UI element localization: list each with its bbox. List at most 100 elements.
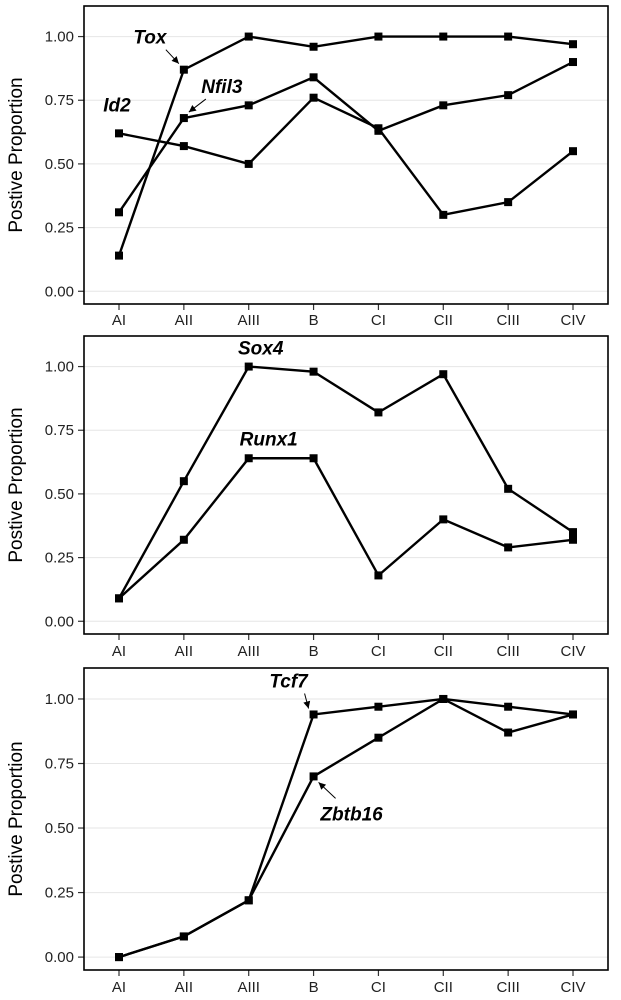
gene-label: Zbtb16 [319,804,383,825]
data-point [309,772,318,781]
plot-frame [83,335,609,635]
data-point [439,32,448,41]
arrow-head [188,105,197,113]
data-point [179,114,188,123]
series-line-runx1 [118,457,574,600]
data-point [244,454,253,463]
data-point [244,32,253,41]
data-point [115,251,123,260]
data-point [504,91,513,100]
y-tick-label: 0.75 [45,422,74,439]
chart-2-svg: 0.00 0.25 0.50 0.75 1.00 AI AII AIII B CI CII CIII C… [6,335,609,660]
x-tick-label: AII [175,979,193,996]
data-point [569,710,577,719]
x-tick-label: CIV [560,979,585,996]
x-tick-label: B [309,312,319,329]
plot-frame [83,5,609,305]
x-tick-label: CI [371,312,386,329]
x-tick-label: CII [434,979,453,996]
y-tick-label: 1.00 [45,359,74,376]
x-tick-label: CIII [496,312,519,329]
series-line-tox [117,35,574,257]
data-point [504,32,513,41]
x-tick-label: CIII [496,643,519,660]
data-point [569,147,577,156]
y-tick-label: 0.00 [45,949,74,966]
data-point [374,571,383,580]
y-tick-label: 0.25 [45,885,74,902]
x-tick-label: AI [112,979,126,996]
x-tick-label: B [309,979,319,996]
data-point [309,42,318,51]
x-tick-label: AI [112,643,126,660]
x-tick-label: AIII [237,979,260,996]
arrow-head [303,700,311,709]
y-tick-label: 0.50 [45,156,74,173]
data-point [179,535,188,544]
data-point [244,101,253,110]
data-point [309,367,318,376]
data-point [504,484,513,493]
data-point [504,728,513,737]
x-tick-label: CIV [560,312,585,329]
data-point [374,702,383,711]
data-point [244,159,253,168]
data-point [504,543,513,552]
x-tick-label: AI [112,312,126,329]
y-tick-label: 0.50 [45,820,74,837]
y-axis-label: Postive Proportion [6,407,27,562]
data-point [115,953,123,962]
gene-label: Runx1 [240,429,298,450]
x-tick-label: B [309,643,319,660]
x-tick-label: AII [175,312,193,329]
data-point [439,515,448,524]
series-line-id2 [118,96,574,217]
x-tick-label: CIV [560,643,585,660]
data-point [439,101,448,110]
data-point [374,124,383,133]
data-point [374,32,383,41]
data-point [309,93,318,102]
chart-panel-2: 0.00 0.25 0.50 0.75 1.00 AI AII AIII B CI CII CIII C… [0,332,621,664]
data-point [179,142,188,151]
data-point [244,362,253,371]
data-point [569,40,577,49]
data-point [244,896,253,905]
plot-frame [83,667,609,971]
x-tick-label: CII [434,312,453,329]
data-point [309,710,318,719]
data-point [439,210,448,219]
x-tick-label: CIII [496,979,519,996]
series-line-nfil3 [118,60,574,213]
data-point [115,594,123,603]
gene-label: Tcf7 [269,671,309,692]
gene-label: Nfil3 [201,77,243,98]
chart-1-svg: 0.00 0.25 0.50 0.75 1.00 AI AII AIII B CI CII CIII C… [6,5,609,329]
x-tick-label: CII [434,643,453,660]
data-point [569,58,577,67]
data-point [179,932,188,941]
y-tick-label: 0.00 [45,283,74,300]
chart-3-svg: 0.00 0.25 0.50 0.75 1.00 AI AII AIII B CI CII CIII C… [6,667,609,996]
data-point [309,73,318,82]
data-point [439,370,448,379]
data-point [115,129,123,138]
gene-label: Sox4 [238,339,284,360]
data-point [179,65,188,74]
chart-panel-1: 0.00 0.25 0.50 0.75 1.00 AI AII AIII B CI CII CIII C… [0,0,621,332]
data-point [115,208,123,217]
data-point [374,408,383,417]
y-tick-label: 0.25 [45,550,74,567]
x-tick-label: AIII [237,312,260,329]
y-tick-label: 0.75 [45,92,74,109]
y-tick-label: 0.50 [45,486,74,503]
x-tick-label: CI [371,643,386,660]
x-tick-label: CI [371,979,386,996]
arrow-head [318,782,327,790]
series-line-sox4 [117,365,574,599]
data-point [504,198,513,207]
x-tick-label: AII [175,643,193,660]
x-tick-label: AIII [237,643,260,660]
y-axis-label: Postive Proportion [6,77,27,232]
y-axis-label: Postive Proportion [6,741,27,896]
